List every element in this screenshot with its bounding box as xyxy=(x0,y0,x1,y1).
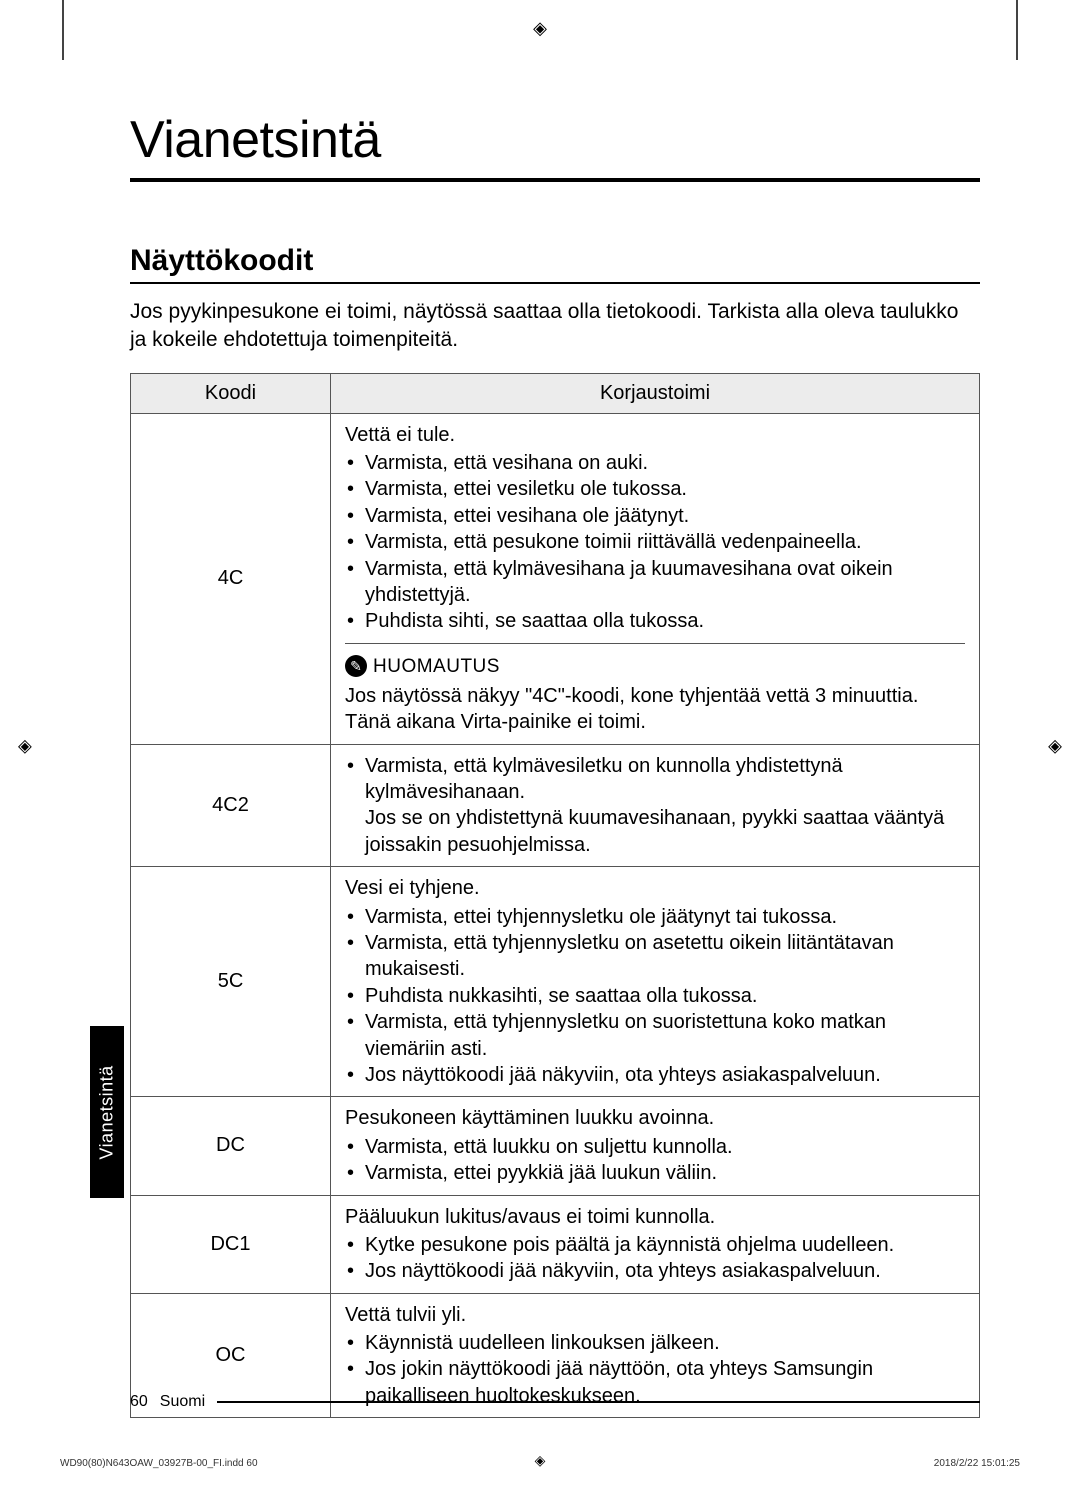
list-item: Jos näyttökoodi jää näkyviin, ota yhteys… xyxy=(365,1258,965,1284)
section-title: Näyttökoodit xyxy=(130,244,980,278)
list-item: Varmista, että kylmävesihana ja kuumaves… xyxy=(365,556,965,609)
codes-table: Koodi Korjaustoimi 4C Vettä ei tule. Var… xyxy=(130,373,980,1419)
list-item: Jos näyttökoodi jää näkyviin, ota yhteys… xyxy=(365,1062,965,1088)
list-item: Varmista, että tyhjennysletku on asetett… xyxy=(365,930,965,983)
page-footer: 60 Suomi xyxy=(130,1393,980,1411)
code-cell: 5C xyxy=(131,867,331,1097)
remedy-title: Vettä ei tule. xyxy=(345,422,965,448)
side-tab: Vianetsintä xyxy=(90,1026,124,1198)
list-item: Varmista, ettei tyhjennysletku ole jääty… xyxy=(365,904,965,930)
table-header-code: Koodi xyxy=(131,373,331,413)
note-text: Jos näytössä näkyy "4C"-koodi, kone tyhj… xyxy=(345,683,965,736)
footer-meta-right: 2018/2/22 15:01:25 xyxy=(934,1458,1020,1469)
code-cell: 4C2 xyxy=(131,744,331,867)
code-cell: 4C xyxy=(131,413,331,744)
footer-meta-left: WD90(80)N643OAW_03927B-00_FI.indd 60 xyxy=(60,1458,258,1469)
remedy-title: Vesi ei tyhjene. xyxy=(345,875,965,901)
list-item: Varmista, että tyhjennysletku on suorist… xyxy=(365,1009,965,1062)
list-item: Käynnistä uudelleen linkouksen jälkeen. xyxy=(365,1330,965,1356)
list-item: Puhdista sihti, se saattaa olla tukossa. xyxy=(365,608,965,634)
registration-mark-top: ◈ xyxy=(533,18,547,39)
list-item: Varmista, ettei vesihana ole jäätynyt. xyxy=(365,503,965,529)
list-item: Varmista, että vesihana on auki. xyxy=(365,450,965,476)
list-item: Varmista, että luukku on suljettu kunnol… xyxy=(365,1134,965,1160)
table-row: 4C2 Varmista, että kylmävesiletku on kun… xyxy=(131,744,980,867)
list-item: Kytke pesukone pois päältä ja käynnistä … xyxy=(365,1232,965,1258)
chapter-rule xyxy=(130,178,980,182)
section-rule xyxy=(130,282,980,284)
remedy-cell: Vesi ei tyhjene. Varmista, ettei tyhjenn… xyxy=(331,867,980,1097)
code-cell: DC1 xyxy=(131,1195,331,1293)
chapter-title: Vianetsintä xyxy=(130,110,980,170)
table-row: 4C Vettä ei tule. Varmista, että vesihan… xyxy=(131,413,980,744)
registration-mark-right: ◈ xyxy=(1048,735,1062,756)
list-item: Varmista, että kylmävesiletku on kunnoll… xyxy=(365,753,965,859)
code-cell: DC xyxy=(131,1097,331,1195)
list-item: Varmista, ettei pyykkiä jää luukun välii… xyxy=(365,1160,965,1186)
table-row: DC Pesukoneen käyttäminen luukku avoinna… xyxy=(131,1097,980,1195)
table-row: DC1 Pääluukun lukitus/avaus ei toimi kun… xyxy=(131,1195,980,1293)
page-lang: Suomi xyxy=(160,1393,205,1411)
registration-mark-left: ◈ xyxy=(18,735,32,756)
remedy-cell: Pesukoneen käyttäminen luukku avoinna. V… xyxy=(331,1097,980,1195)
remedy-cell: Vettä ei tule. Varmista, että vesihana o… xyxy=(331,413,980,744)
remedy-title: Pääluukun lukitus/avaus ei toimi kunnoll… xyxy=(345,1204,965,1230)
footer-rule xyxy=(217,1401,980,1403)
footer-meta: WD90(80)N643OAW_03927B-00_FI.indd 60 201… xyxy=(60,1458,1020,1469)
remedy-title: Vettä tulvii yli. xyxy=(345,1302,965,1328)
remedy-cell: Varmista, että kylmävesiletku on kunnoll… xyxy=(331,744,980,867)
table-row: 5C Vesi ei tyhjene. Varmista, ettei tyhj… xyxy=(131,867,980,1097)
side-tab-label: Vianetsintä xyxy=(97,1065,118,1159)
list-item: Puhdista nukkasihti, se saattaa olla tuk… xyxy=(365,983,965,1009)
list-item: Varmista, että pesukone toimii riittäväl… xyxy=(365,529,965,555)
remedy-cell: Pääluukun lukitus/avaus ei toimi kunnoll… xyxy=(331,1195,980,1293)
section-intro: Jos pyykinpesukone ei toimi, näytössä sa… xyxy=(130,298,980,355)
crop-mark-top-left xyxy=(62,0,64,60)
note-icon: ✎ xyxy=(345,655,367,677)
list-item: Varmista, ettei vesiletku ole tukossa. xyxy=(365,476,965,502)
page-number: 60 xyxy=(130,1393,148,1411)
note-label: HUOMAUTUS xyxy=(373,654,500,679)
table-header-remedy: Korjaustoimi xyxy=(331,373,980,413)
remedy-title: Pesukoneen käyttäminen luukku avoinna. xyxy=(345,1105,965,1131)
crop-mark-top-right xyxy=(1016,0,1018,60)
